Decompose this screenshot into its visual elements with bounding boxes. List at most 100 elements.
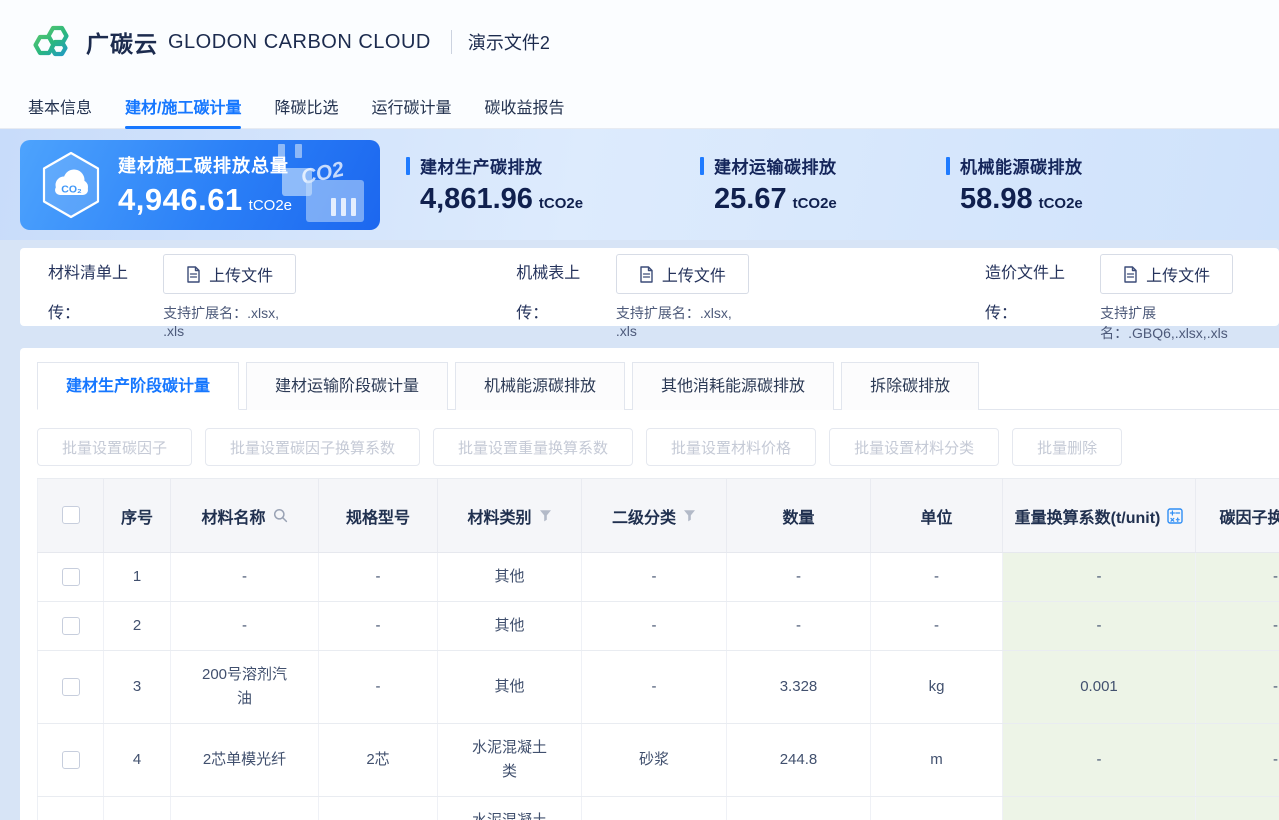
app-header: 广碳云 GLODON CARBON CLOUD 演示文件2 基本信息 建材/施工碳… [0,0,1279,129]
cell-unit: kg [870,650,1003,724]
divider [450,30,452,54]
column-header-qty: 数量 [726,478,871,553]
cell-spec: - [318,650,438,724]
upload-extension-hint: 支持扩展名：.xlsx, .xls [163,305,280,339]
cell-weight_coef: - [1002,552,1196,602]
row-checkbox[interactable] [61,678,80,697]
column-header-category: 材料类别 [437,478,582,553]
stat-value: 25.67 [714,183,787,215]
row-checkbox-cell [37,650,104,724]
cell-spec: 2芯 [318,723,438,797]
select-all-header-cell [37,478,104,553]
stat-item: 建材运输碳排放 25.67 tCO2e [700,153,911,216]
batch-action-button[interactable]: 批量设置材料价格 [646,428,817,466]
stat-accent-bar [406,156,410,175]
row-checkbox[interactable] [61,751,80,770]
upload-extension-hint: 支持扩展名：.GBQ6,.xlsx,.xls [1100,305,1228,341]
row-checkbox-cell [37,796,104,820]
primary-nav: 基本信息 建材/施工碳计量 降碳比选 运行碳计量 碳收益报告 [0,84,1279,129]
upload-section: 材料清单上传： 上传文件 支持扩展名：.xlsx, .xls 机械表上传： 上传文件 支持… [20,248,1279,341]
cell-spec: - [318,601,438,651]
emissions-stats: 建材生产碳排放 4,861.96 tCO2e 建材运输碳排放 25.67 tCO2e 机械能… [380,153,1083,216]
nav-tab[interactable]: 建材/施工碳计量 [125,84,242,129]
cell-name: - [170,552,319,602]
row-checkbox[interactable] [61,568,80,587]
cell-category: 其他 [437,552,582,602]
total-emissions-unit: tCO2e [248,196,293,214]
cell-carbon_coef: - [1195,601,1279,651]
cell-unit: - [870,601,1003,651]
section-tab[interactable]: 建材生产阶段碳计量 [37,362,240,410]
stat-accent-bar [700,156,704,175]
svg-text:CO₂: CO₂ [61,183,82,195]
search-icon[interactable] [273,508,288,523]
filter-icon[interactable] [683,509,696,522]
cell-subcategory: - [581,796,727,820]
cell-qty: - [726,601,871,651]
column-header-spec: 规格型号 [318,478,438,553]
table-header-row: 序号 材料名称 规格型号 材料类别 二级分类 数量 单位 重量换算系数(t/unit) 碳因子换… [37,478,1279,553]
stat-unit: tCO2e [792,195,837,212]
cell-qty: - [726,796,871,820]
batch-action-button[interactable]: 批量设置重量换算系数 [433,428,634,466]
factory-illustration: CO2 [240,140,380,230]
column-label: 规格型号 [345,509,410,527]
stat-value: 4,861.96 [420,183,533,215]
batch-action-button[interactable]: 批量设置碳因子 [37,428,193,466]
section-tab[interactable]: 建材运输阶段碳计量 [246,362,449,410]
upload-file-button[interactable]: 上传文件 [1100,254,1234,294]
nav-tab[interactable]: 碳收益报告 [484,100,565,117]
cell-weight_coef: 0.001 [1002,650,1196,724]
batch-action-button[interactable]: 批量删除 [1012,428,1123,466]
calc-icon[interactable] [1167,507,1184,524]
brand-name-cn: 广碳云 [86,31,158,57]
row-checkbox-cell [37,723,104,797]
cell-category: 水泥混凝土类 [437,796,582,820]
cell-unit: - [870,552,1003,602]
column-label: 材料名称 [201,509,266,527]
file-icon [1123,265,1138,283]
cell-seq: 4 [103,723,171,797]
cell-name: - [170,796,319,820]
upload-file-button[interactable]: 上传文件 [615,254,749,294]
table-row: 3 200号溶剂汽油 - 其他 -3.328 kg 0.001- [37,650,1279,724]
column-label: 数量 [782,509,815,527]
cell-spec: - [318,552,438,602]
cell-name: 2芯单模光纤 [170,723,319,797]
batch-action-button[interactable]: 批量设置碳因子换算系数 [205,428,421,466]
upload-extension-hint: 支持扩展名：.xlsx, .xls [615,305,732,339]
filter-icon[interactable] [539,509,552,522]
nav-tab[interactable]: 降碳比选 [274,100,339,117]
select-all-checkbox[interactable] [61,506,80,525]
upload-group: 造价文件上传： 上传文件支持扩展名：.GBQ6,.xlsx,.xls [985,254,1279,341]
cell-weight_coef: - [1002,723,1196,797]
emissions-summary-banner: CO₂ 建材施工碳排放总量 4,946.61 tCO2e CO2 建材生产碳排放 4… [0,129,1279,240]
nav-tab[interactable]: 基本信息 [28,100,93,117]
upload-file-button[interactable]: 上传文件 [163,254,297,294]
cell-subcategory: - [581,552,727,602]
cell-carbon_coef: - [1195,552,1279,602]
section-tab[interactable]: 机械能源碳排放 [455,362,626,410]
cell-subcategory: 砂浆 [581,723,727,797]
cell-seq: 2 [103,601,171,651]
total-emissions-card: CO₂ 建材施工碳排放总量 4,946.61 tCO2e CO2 [20,139,380,230]
total-emissions-value: 4,946.61 [118,181,243,217]
cell-name: - [170,601,319,651]
nav-tab[interactable]: 运行碳计量 [371,100,452,117]
batch-action-button[interactable]: 批量设置材料分类 [829,428,1000,466]
cell-qty: - [726,552,871,602]
cell-category: 水泥混凝土类 [437,723,582,797]
stat-unit: tCO2e [1038,195,1083,212]
section-tab[interactable]: 拆除碳排放 [841,362,980,410]
upload-group: 材料清单上传： 上传文件 支持扩展名：.xlsx, .xls [48,254,300,339]
cell-name: 200号溶剂汽油 [170,650,319,724]
row-checkbox[interactable] [61,617,80,636]
section-tab[interactable]: 其他消耗能源碳排放 [632,362,835,410]
table-row: 4 2芯单模光纤 2芯 水泥混凝土类 砂浆 244.8 m - - [37,723,1279,797]
row-checkbox-cell [37,601,104,651]
column-header-unit: 单位 [870,478,1003,553]
cell-category: 其他 [437,601,582,651]
upload-label: 造价文件上传： [984,265,1065,322]
cell-weight_coef: - [1002,796,1196,820]
brand-name-en: GLODON CARBON CLOUD [168,30,431,53]
